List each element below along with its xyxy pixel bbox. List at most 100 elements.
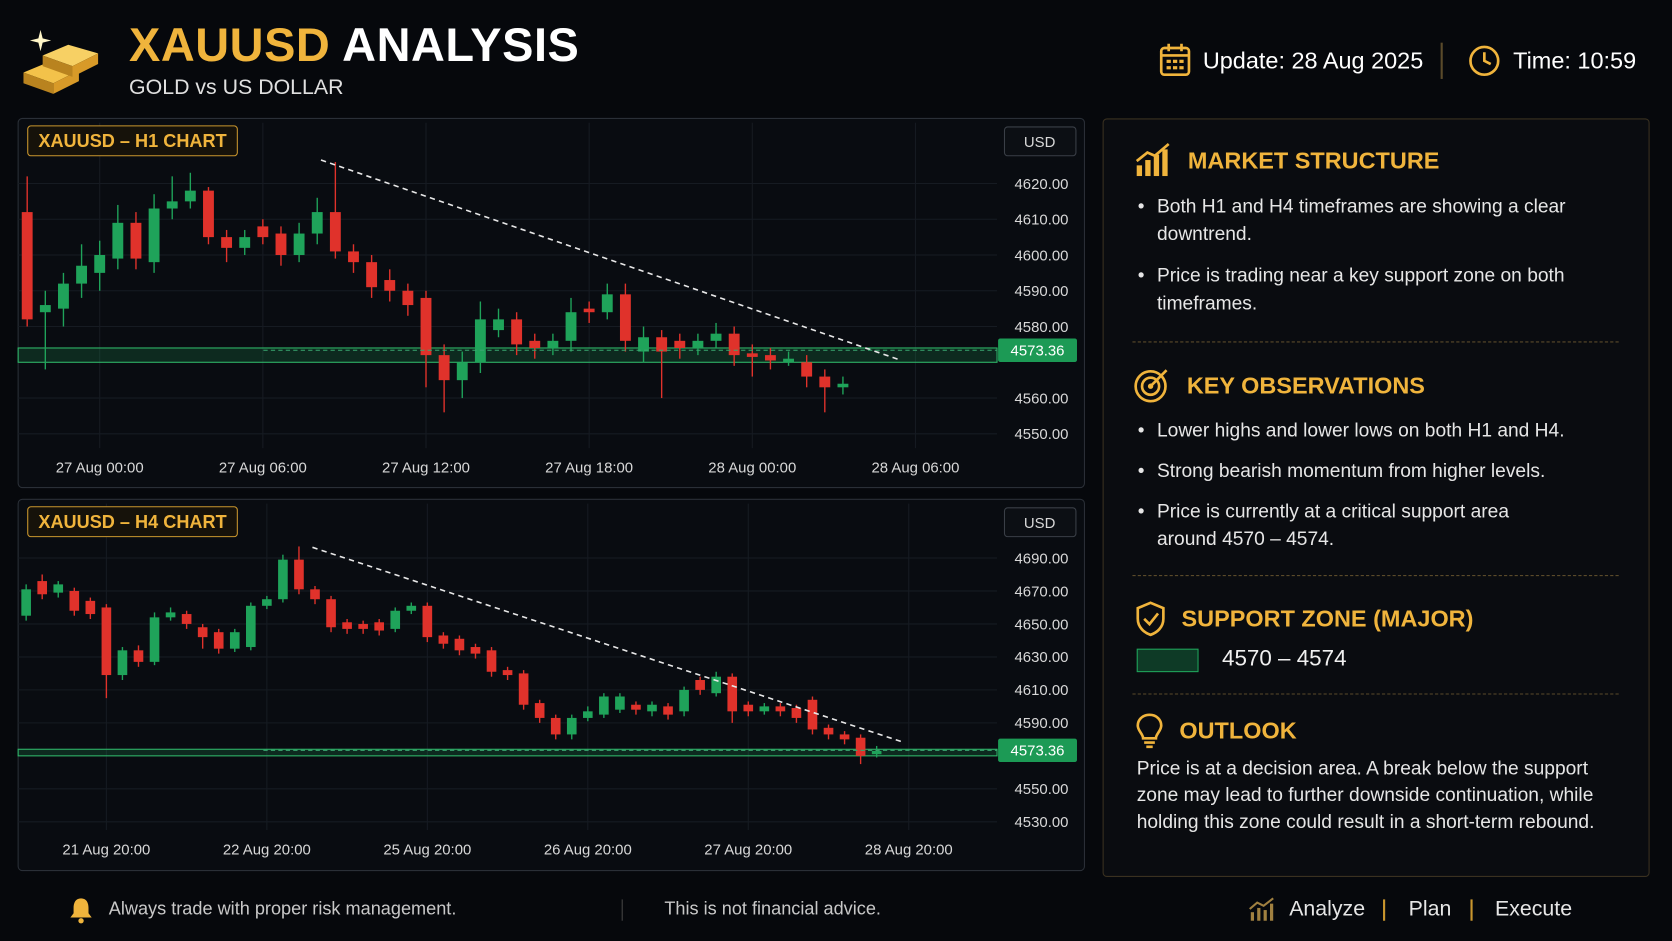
currency-box bbox=[1003, 507, 1077, 538]
target-icon bbox=[1134, 369, 1168, 403]
x-tick-label: 28 Aug 00:00 bbox=[708, 460, 796, 477]
candle-body bbox=[402, 290, 414, 306]
candle-body bbox=[133, 650, 144, 662]
bullet: Price is trading near a key support zone… bbox=[1138, 261, 1573, 316]
candle-body bbox=[764, 355, 776, 361]
candle-body bbox=[239, 237, 251, 248]
candle-body bbox=[674, 340, 686, 348]
candle-body bbox=[679, 689, 689, 712]
candle-body bbox=[366, 262, 378, 288]
divider bbox=[1132, 575, 1619, 577]
candle-body bbox=[871, 750, 882, 755]
section-title: OUTLOOK bbox=[1179, 716, 1297, 744]
candle-body bbox=[839, 734, 850, 740]
bullet: Both H1 and H4 timeframes are showing a … bbox=[1138, 192, 1573, 247]
candle-body bbox=[229, 632, 240, 649]
candle-body bbox=[710, 333, 722, 341]
candle-body bbox=[647, 704, 657, 712]
candle-body bbox=[807, 699, 818, 730]
candle-body bbox=[53, 584, 64, 593]
footer-advice: This is not financial advice. bbox=[664, 898, 881, 919]
candle-body bbox=[112, 222, 124, 259]
candle-body bbox=[166, 201, 178, 209]
y-tick-label: 4630.00 bbox=[1015, 649, 1069, 666]
y-tick-label: 4670.00 bbox=[1015, 583, 1069, 600]
price-tag bbox=[998, 338, 1077, 362]
price-label: 4573.36 bbox=[1011, 343, 1065, 360]
update-date: Update: 28 Aug 2025 bbox=[1202, 46, 1424, 74]
candle-body bbox=[638, 337, 649, 352]
section-title: KEY OBSERVATIONS bbox=[1186, 372, 1425, 400]
candle-body bbox=[615, 696, 625, 710]
subtitle: GOLD vs US DOLLAR bbox=[129, 75, 344, 100]
y-tick-label: 4530.00 bbox=[1015, 814, 1069, 831]
x-tick-label: 27 Aug 20:00 bbox=[704, 842, 792, 859]
candle-body bbox=[582, 711, 593, 718]
candle-body bbox=[502, 670, 513, 676]
trend-line bbox=[320, 159, 900, 361]
price-tag bbox=[998, 738, 1077, 763]
footer-risk: Always trade with proper risk management… bbox=[108, 898, 457, 919]
candle-body bbox=[294, 559, 304, 590]
candle-body bbox=[438, 355, 450, 381]
candle-body bbox=[518, 673, 529, 705]
bullet: Lower highs and lower lows on both H1 an… bbox=[1138, 416, 1626, 444]
y-tick-label: 4600.00 bbox=[1015, 247, 1069, 264]
candle-body bbox=[695, 680, 705, 690]
x-tick-label: 28 Aug 20:00 bbox=[865, 842, 953, 859]
x-tick-label: 28 Aug 06:00 bbox=[871, 460, 959, 477]
y-tick-label: 4650.00 bbox=[1015, 616, 1069, 633]
candle-body bbox=[801, 362, 813, 377]
candle-body bbox=[791, 708, 802, 718]
candle-body bbox=[221, 237, 233, 248]
shield-icon bbox=[1136, 601, 1165, 637]
candle-body bbox=[342, 622, 352, 629]
gold-icon bbox=[23, 29, 99, 94]
candle-body bbox=[39, 305, 51, 313]
bullet: Strong bearish momentum from higher leve… bbox=[1138, 457, 1626, 485]
update-time: Time: 10:59 bbox=[1513, 46, 1637, 74]
candle-body bbox=[711, 676, 722, 694]
price-label: 4573.36 bbox=[1011, 743, 1065, 760]
candle-body bbox=[547, 340, 559, 348]
currency-box bbox=[1003, 126, 1077, 157]
candle-body bbox=[550, 717, 561, 735]
step: Plan bbox=[1408, 897, 1452, 921]
candle-body bbox=[454, 638, 465, 651]
candle-body bbox=[631, 704, 641, 710]
structure-icon bbox=[1135, 143, 1170, 177]
candle-body bbox=[101, 607, 112, 676]
candle-body bbox=[374, 622, 385, 631]
zone-swatch bbox=[1136, 648, 1199, 673]
candle-body bbox=[728, 333, 740, 356]
step: Execute bbox=[1494, 897, 1573, 921]
x-tick-label: 27 Aug 06:00 bbox=[219, 460, 307, 477]
candle-body bbox=[311, 212, 323, 234]
candle-body bbox=[619, 294, 631, 341]
bell-icon bbox=[70, 898, 92, 924]
candle-body bbox=[293, 233, 305, 256]
y-tick-label: 4610.00 bbox=[1015, 682, 1069, 699]
y-tick-label: 4610.00 bbox=[1015, 212, 1069, 229]
candle-body bbox=[165, 612, 176, 618]
candle-body bbox=[565, 312, 577, 341]
candle-body bbox=[566, 717, 577, 735]
currency-label: USD bbox=[1024, 134, 1056, 151]
candle-body bbox=[837, 383, 849, 388]
x-tick-label: 27 Aug 00:00 bbox=[56, 460, 144, 477]
y-tick-label: 4590.00 bbox=[1015, 283, 1069, 300]
x-tick-label: 27 Aug 18:00 bbox=[545, 460, 633, 477]
x-tick-label: 25 Aug 20:00 bbox=[383, 842, 471, 859]
candle-body bbox=[326, 599, 336, 628]
candle-body bbox=[534, 703, 545, 718]
candle-body bbox=[117, 650, 128, 676]
section-title: SUPPORT ZONE (MAJOR) bbox=[1181, 604, 1474, 632]
candle-body bbox=[583, 308, 595, 313]
x-tick-label: 22 Aug 20:00 bbox=[223, 842, 311, 859]
steps-icon bbox=[1249, 897, 1274, 921]
y-tick-label: 4690.00 bbox=[1015, 550, 1069, 567]
candle-body bbox=[601, 294, 613, 313]
candle-body bbox=[855, 737, 866, 756]
candle-body bbox=[486, 650, 497, 672]
candle-body bbox=[246, 605, 256, 648]
